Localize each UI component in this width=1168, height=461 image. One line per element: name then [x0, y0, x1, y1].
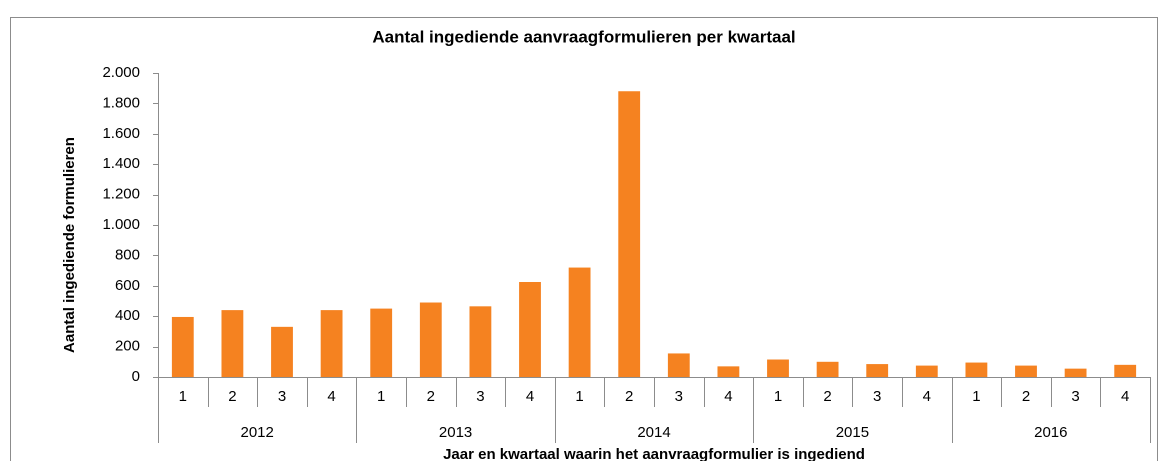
bar	[1064, 368, 1087, 377]
x-tick-label: 1	[972, 388, 980, 405]
bar	[469, 306, 492, 377]
x-tick-label: 1	[179, 388, 187, 405]
x-tick-label: 3	[675, 388, 683, 405]
x-tick-label: 2	[625, 388, 633, 405]
bar	[568, 267, 591, 377]
y-tick-label: 1.800	[102, 94, 140, 111]
y-tick-label: 1.600	[102, 125, 140, 142]
bar	[221, 310, 244, 377]
bar	[667, 353, 690, 377]
bar	[519, 282, 541, 377]
x-tick-label: 3	[278, 388, 286, 405]
bar	[915, 365, 938, 377]
x-tick-label: 2	[823, 388, 831, 405]
y-tick-label: 0	[132, 368, 140, 385]
bar	[320, 310, 343, 377]
x-group-label: 2015	[836, 424, 869, 441]
x-tick-label: 1	[774, 388, 782, 405]
x-tick-label: 4	[923, 388, 931, 405]
y-tick-label: 1.000	[102, 216, 140, 233]
bar	[767, 359, 789, 377]
x-group-label: 2013	[439, 424, 472, 441]
x-tick-label: 3	[1071, 388, 1079, 405]
bar	[1114, 364, 1137, 377]
y-tick-label: 800	[115, 246, 140, 263]
x-group-label: 2012	[241, 424, 274, 441]
x-tick-label: 3	[476, 388, 484, 405]
chart-frame	[10, 17, 1158, 461]
x-tick-label: 2	[1022, 388, 1030, 405]
x-tick-label: 3	[873, 388, 881, 405]
x-tick-label: 4	[526, 388, 534, 405]
bar	[171, 316, 194, 377]
y-tick-label: 600	[115, 277, 140, 294]
bar	[717, 366, 740, 377]
x-tick-label: 2	[228, 388, 236, 405]
bar	[1015, 365, 1037, 377]
y-axis-title: Aantal ingediende formulieren	[61, 137, 78, 353]
x-tick-label: 2	[427, 388, 435, 405]
x-tick-label: 4	[1121, 388, 1129, 405]
x-tick-label: 4	[724, 388, 732, 405]
x-tick-label: 4	[327, 388, 335, 405]
x-tick-label: 1	[575, 388, 583, 405]
x-axis-title: Jaar en kwartaal waarin het aanvraagform…	[443, 446, 865, 461]
bar	[816, 361, 839, 377]
x-group-label: 2016	[1034, 424, 1067, 441]
x-group-label: 2014	[637, 424, 670, 441]
bar	[866, 364, 889, 377]
y-tick-label: 200	[115, 338, 140, 355]
y-tick-label: 1.200	[102, 186, 140, 203]
y-tick-label: 1.400	[102, 155, 140, 172]
bar	[965, 362, 988, 377]
bar	[271, 326, 293, 377]
y-tick-label: 2.000	[102, 64, 140, 81]
bar	[419, 302, 442, 377]
bar	[618, 91, 641, 378]
y-tick-label: 400	[115, 307, 140, 324]
x-tick-label: 1	[377, 388, 385, 405]
bar	[370, 308, 393, 377]
chart-title: Aantal ingediende aanvraagformulieren pe…	[372, 27, 795, 46]
